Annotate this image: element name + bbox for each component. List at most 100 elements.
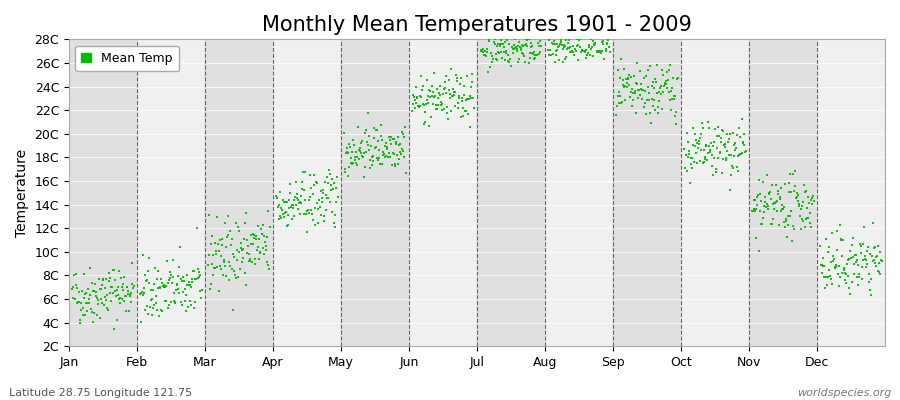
Point (303, 185, 318, 192)
Point (792, 201, 806, 207)
Point (766, 200, 780, 207)
Point (323, 199, 338, 206)
Point (757, 208, 771, 215)
Point (762, 190, 777, 196)
Point (848, 252, 862, 258)
Point (430, 95, 445, 101)
Point (662, 66, 676, 73)
Point (280, 222, 294, 229)
Point (870, 268, 885, 274)
Point (565, 43, 580, 49)
Point (322, 167, 337, 173)
Point (96, 277, 111, 283)
Point (134, 290, 148, 296)
Point (259, 234, 274, 240)
Point (703, 147, 717, 154)
Point (231, 228, 246, 234)
Point (230, 223, 245, 230)
Point (436, 91, 450, 97)
Point (392, 156, 407, 162)
Point (602, 44, 616, 50)
Point (868, 262, 883, 269)
Point (219, 244, 233, 250)
Point (76, 305, 90, 311)
Point (790, 190, 805, 197)
Point (301, 229, 315, 236)
Point (596, 41, 610, 48)
Point (776, 206, 790, 213)
Point (85, 308, 99, 315)
Point (554, 42, 569, 48)
Point (309, 178, 323, 185)
Point (65, 286, 79, 292)
Point (414, 94, 428, 100)
Point (677, 146, 691, 152)
Point (602, 49, 616, 56)
Point (213, 265, 228, 272)
Point (533, 38, 547, 44)
Point (185, 276, 200, 282)
Point (338, 130, 352, 136)
Point (120, 283, 134, 290)
Point (778, 181, 793, 187)
Point (279, 209, 293, 215)
Point (310, 199, 324, 206)
Point (688, 137, 703, 144)
Point (685, 165, 699, 171)
Legend: Mean Temp: Mean Temp (76, 46, 179, 71)
Point (356, 150, 371, 156)
Point (346, 160, 361, 166)
Point (366, 125, 381, 132)
Point (593, 31, 608, 38)
Point (346, 142, 361, 148)
Point (371, 138, 385, 144)
Point (712, 133, 726, 139)
Point (843, 291, 858, 298)
Point (482, 38, 496, 44)
Point (107, 326, 122, 332)
Point (353, 148, 367, 155)
Point (576, 32, 590, 38)
Point (863, 251, 878, 257)
Point (772, 222, 787, 228)
Point (313, 204, 328, 210)
Bar (477, 39, 545, 346)
Point (148, 300, 163, 306)
Point (668, 113, 682, 120)
Point (269, 192, 284, 199)
Point (206, 272, 220, 278)
Point (733, 134, 747, 140)
Point (758, 193, 772, 200)
Point (274, 214, 289, 221)
Point (354, 150, 368, 156)
Point (347, 154, 362, 160)
Point (649, 79, 663, 86)
Point (496, 41, 510, 48)
Point (118, 292, 132, 299)
Point (821, 274, 835, 280)
Point (738, 148, 752, 154)
Point (748, 208, 762, 214)
Point (576, 48, 590, 54)
Point (438, 90, 453, 96)
Point (325, 176, 339, 182)
Point (459, 97, 473, 103)
Point (361, 110, 375, 116)
Point (410, 95, 424, 101)
Point (755, 221, 770, 227)
Point (860, 257, 874, 263)
Point (371, 156, 385, 163)
Point (440, 110, 454, 116)
Point (303, 172, 318, 178)
Point (767, 206, 781, 212)
Point (388, 163, 402, 170)
Point (142, 255, 157, 262)
Point (736, 139, 751, 146)
Point (308, 204, 322, 211)
Point (154, 306, 168, 313)
Point (488, 41, 502, 47)
Point (845, 235, 859, 241)
Point (700, 150, 715, 156)
Point (529, 35, 544, 42)
Point (817, 274, 832, 280)
